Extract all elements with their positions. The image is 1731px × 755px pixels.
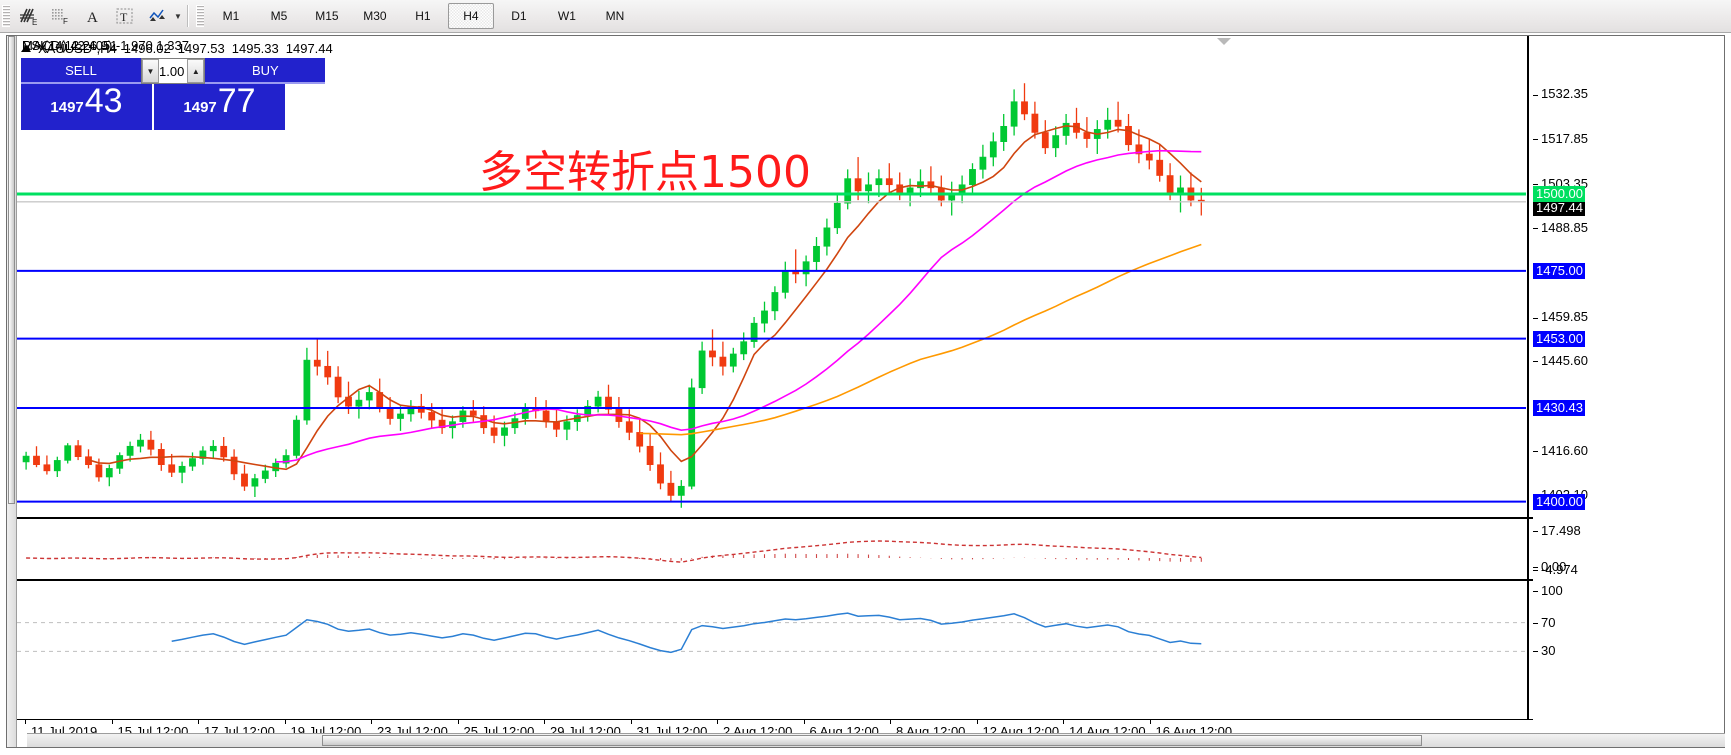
sell-price-pips: 43: [84, 82, 123, 120]
text-label-icon[interactable]: T: [110, 2, 140, 30]
macd-axis-tick-zero: 0.00: [1533, 559, 1566, 574]
volume-input[interactable]: 1.00: [159, 59, 188, 83]
timeframe-m5[interactable]: M5: [270, 9, 288, 23]
timeframe-h4[interactable]: H4: [447, 3, 494, 29]
indicators-icon[interactable]: E: [14, 2, 44, 30]
collapse-triangle-icon[interactable]: [21, 44, 31, 52]
objects-dropdown-caret[interactable]: ▼: [174, 11, 182, 21]
ohlc-high: 1497.53: [177, 40, 225, 56]
time-axis-mark: [1063, 720, 1064, 724]
price-axis[interactable]: 1532.35 1517.85 1503.35 1488.85 1459.85 1445.…: [1533, 36, 1725, 719]
time-axis-mark: [198, 720, 199, 724]
text-tool-icon[interactable]: A: [78, 2, 108, 30]
volume-increase-button[interactable]: ▲: [187, 59, 205, 83]
ohlc-close: 1497.44: [285, 40, 333, 56]
time-axis-mark: [1149, 720, 1151, 724]
last-price-label: 1497.44: [1533, 199, 1585, 216]
buy-price-prefix: 1497: [183, 99, 217, 116]
price-axis-tick: 1459.85: [1533, 309, 1588, 324]
vertical-scrollbar-thumb[interactable]: [8, 36, 15, 504]
timeframe-m1[interactable]: M1: [222, 9, 240, 23]
time-axis-mark: [630, 720, 632, 724]
svg-text:F: F: [63, 17, 68, 26]
level-label-1453: 1453.00: [1533, 330, 1585, 347]
svg-text:A: A: [87, 10, 98, 26]
one-click-trade-panel: SELL ▼ 1.00 ▲ BUY 1497 43 1497 77: [21, 58, 326, 130]
symbol-header: XAUUSD-,H4 1496.02 1497.53 1495.33 1497.…: [21, 40, 333, 56]
timeframe-d1[interactable]: D1: [511, 9, 527, 23]
macd-axis-tick-min: -4.974: [1533, 562, 1578, 577]
time-axis-mark: [976, 720, 978, 724]
sell-price-display[interactable]: 1497 43: [21, 84, 152, 130]
objects-icon[interactable]: [142, 2, 172, 30]
time-axis-mark: [457, 720, 459, 724]
macd-chart-svg: [26, 540, 1202, 563]
symbol-name: XAUUSD-,H4: [38, 40, 117, 56]
timeframe-w1[interactable]: W1: [557, 9, 576, 23]
time-axis-mark: [803, 720, 805, 724]
timeframe-m30[interactable]: M30: [363, 9, 387, 23]
volume-stepper[interactable]: ▼ 1.00 ▲: [141, 58, 206, 84]
time-axis-mark: [284, 720, 286, 724]
volume-decrease-button[interactable]: ▼: [142, 59, 159, 83]
level-label-1475: 1475.00: [1533, 262, 1585, 279]
main-toolbar: E F A T: [0, 0, 1731, 33]
toolbar-separator: [186, 5, 189, 27]
chart-window: XAUUSD-,H4 1496.02 1497.53 1495.33 1497.…: [6, 35, 1725, 748]
macd-axis-tick-max: 17.498: [1533, 523, 1581, 538]
periodicity-icon[interactable]: F: [46, 2, 76, 30]
price-chart-svg[interactable]: [17, 36, 1533, 517]
horizontal-scrollbar[interactable]: [27, 733, 1725, 747]
timeframe-group: M1 M5 M15 M30 H1 H4 D1 W1 MN: [207, 3, 639, 29]
toolbar-grip[interactable]: [2, 5, 10, 27]
level-label-1430: 1430.43: [1533, 400, 1585, 416]
time-axis-mark: [111, 720, 113, 724]
vertical-scrollbar[interactable]: [7, 36, 17, 747]
rsi-axis-tick-30: 30: [1533, 643, 1555, 658]
chart-annotation-text: 多空转折点1500: [479, 147, 811, 198]
macd-label: MACD(12,26,9) -1.970 1.337: [22, 38, 189, 53]
time-axis-mark: [25, 720, 26, 724]
timeframe-grip[interactable]: [195, 5, 204, 27]
buy-button[interactable]: BUY: [205, 58, 326, 84]
time-axis-mark: [890, 720, 891, 724]
price-axis-tick: 1532.35: [1533, 86, 1588, 101]
sell-button[interactable]: SELL: [21, 58, 141, 84]
bid-price-label: 1500.00: [1533, 185, 1585, 202]
rsi-pane[interactable]: RSI(14) 42.4051: [17, 38, 1533, 677]
macd-pane[interactable]: MACD(12,26,9) -1.970 1.337: [17, 38, 1533, 579]
price-scale-divider: [1527, 36, 1529, 719]
price-axis-tick: 1445.60: [1533, 353, 1588, 368]
price-axis-tick: 1488.85: [1533, 220, 1588, 235]
timeframe-h1[interactable]: H1: [415, 9, 431, 23]
chart-collapse-chevron-icon[interactable]: [1217, 38, 1231, 45]
price-pane[interactable]: [17, 36, 1533, 517]
buy-price-display[interactable]: 1497 77: [154, 84, 285, 130]
time-axis-mark: [544, 720, 545, 724]
timeframe-mn[interactable]: MN: [605, 9, 625, 23]
price-axis-tick: 1517.85: [1533, 131, 1588, 146]
time-axis-mark: [717, 720, 718, 724]
ohlc-open: 1496.02: [123, 40, 171, 56]
horizontal-scrollbar-thumb[interactable]: [322, 735, 1422, 746]
rsi-label: RSI(14) 42.4051: [22, 38, 118, 53]
rsi-axis-tick-70: 70: [1533, 615, 1555, 630]
level-label-1400: 1400.00: [1533, 493, 1585, 510]
price-axis-tick: 1416.60: [1533, 443, 1588, 458]
rsi-axis-tick-100: 100: [1533, 583, 1563, 598]
sell-price-prefix: 1497: [50, 99, 84, 116]
time-axis-mark: [371, 720, 372, 724]
rsi-chart-svg: [17, 612, 1526, 654]
buy-price-pips: 77: [217, 82, 256, 120]
svg-text:E: E: [32, 18, 37, 27]
ohlc-low: 1495.33: [231, 40, 279, 56]
svg-text:T: T: [120, 10, 128, 24]
timeframe-m15[interactable]: M15: [315, 9, 339, 23]
